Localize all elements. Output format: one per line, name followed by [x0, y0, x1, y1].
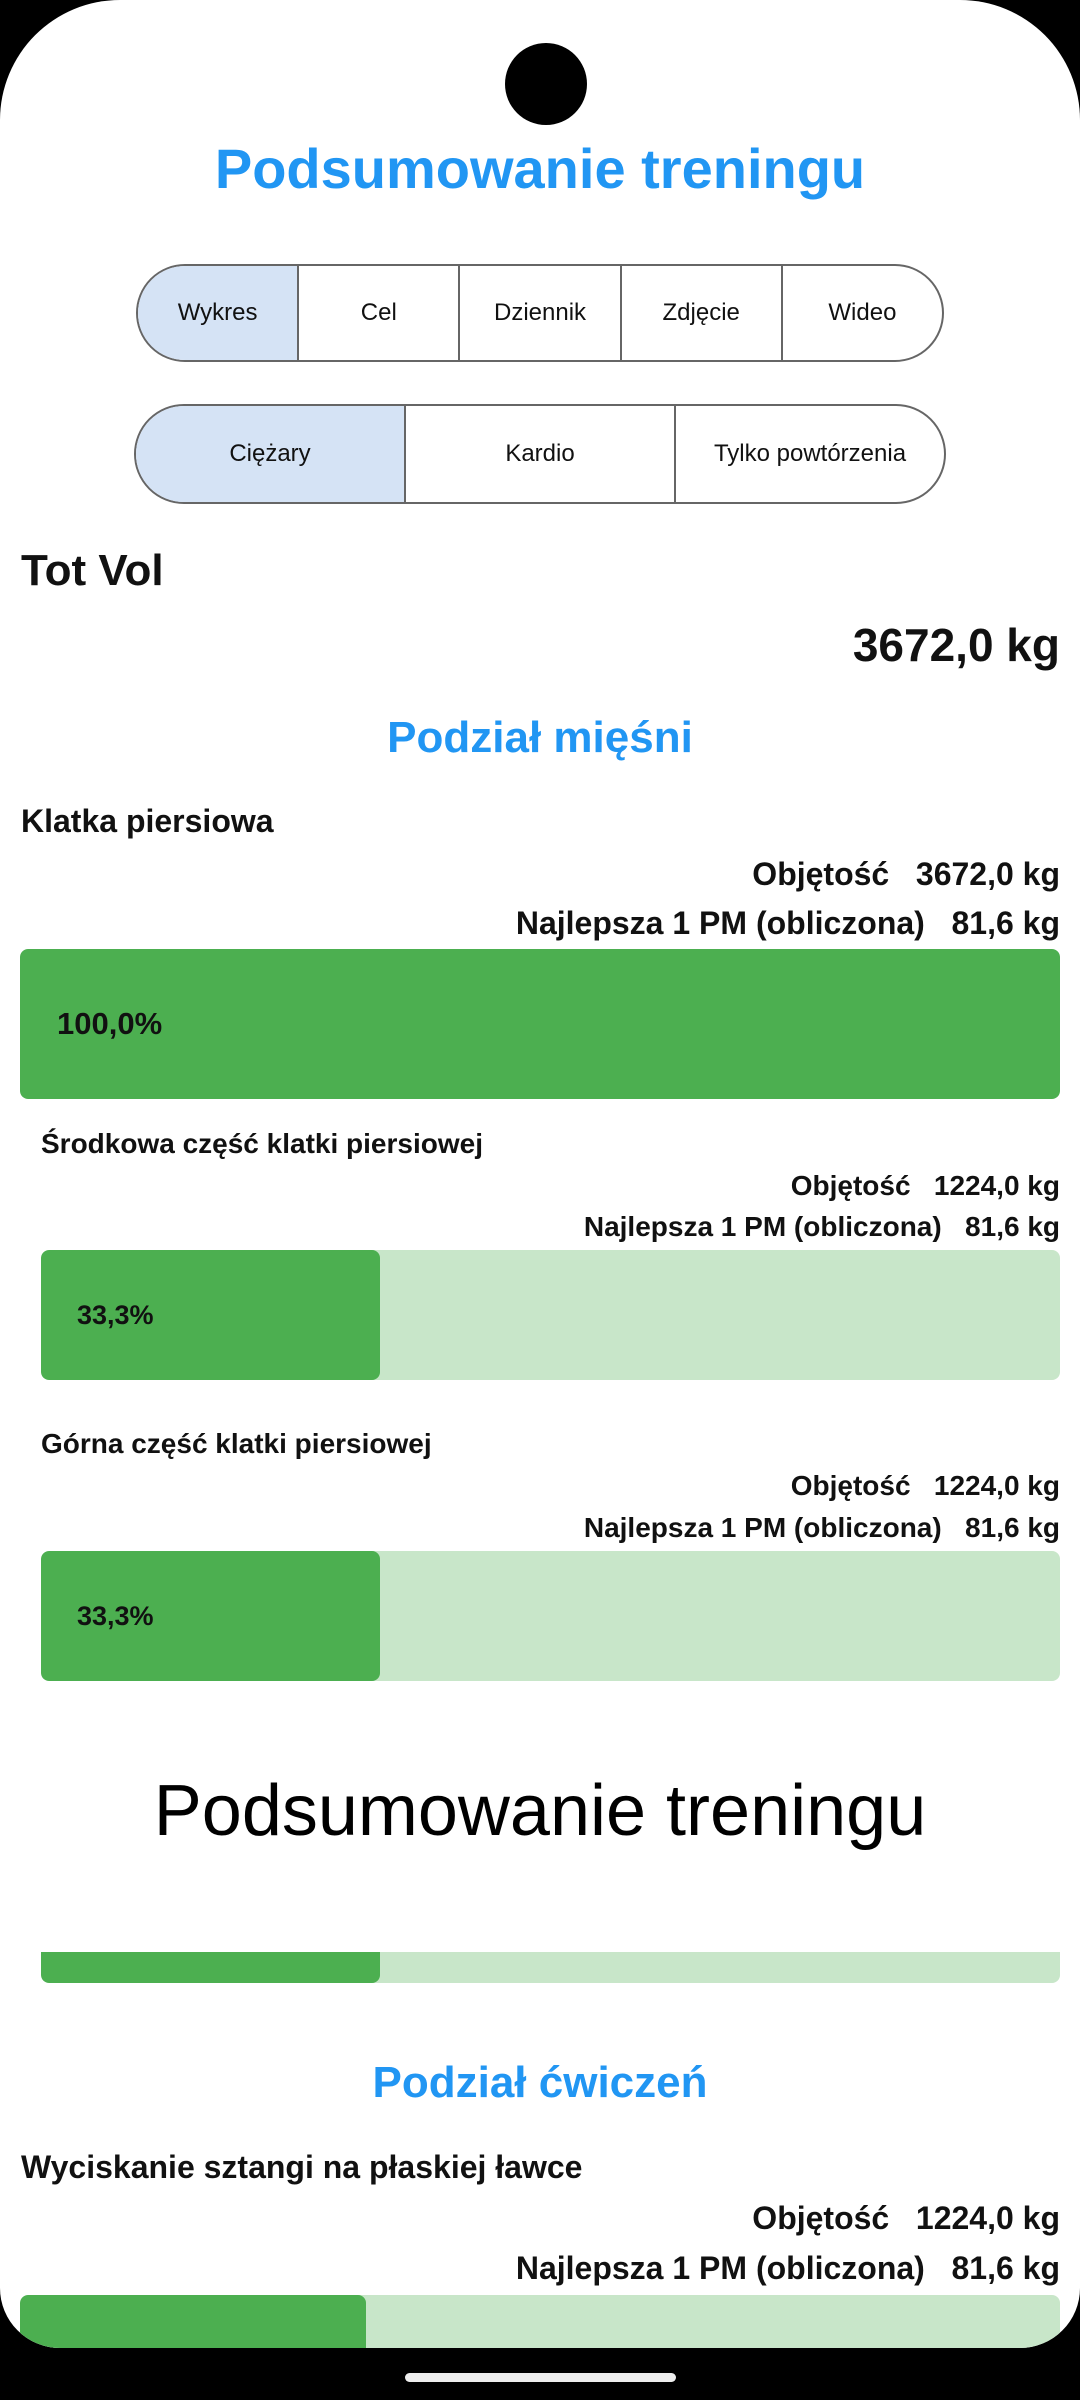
- partial-muscle-bar: [41, 1952, 1060, 1983]
- exercise-orm: Najlepsza 1 PM (obliczona) 81,6 kg: [516, 2250, 1060, 2287]
- volume-value: 1224,0 kg: [933, 1170, 1060, 1201]
- total-volume-value: 3672,0 kg: [852, 619, 1060, 671]
- home-gesture-handle[interactable]: [405, 2373, 676, 2382]
- tab-kardio[interactable]: Kardio: [404, 406, 674, 502]
- muscle-group-orm: Najlepsza 1 PM (obliczona) 81,6 kg: [516, 905, 1060, 942]
- bar-fill: [20, 2295, 367, 2348]
- muscle-volume: Objętość 1224,0 kg: [791, 1170, 1060, 1202]
- bar-fill: [20, 949, 1060, 1099]
- exercise-volume: Objętość 1224,0 kg: [752, 2200, 1060, 2237]
- orm-value: 81,6 kg: [965, 1512, 1060, 1543]
- muscle-orm: Najlepsza 1 PM (obliczona) 81,6 kg: [584, 1512, 1060, 1544]
- muscle-group-name: Klatka piersiowa: [21, 803, 274, 839]
- muscle-name: Górna część klatki piersiowej: [41, 1428, 432, 1459]
- navigation-bar: [0, 2348, 1080, 2400]
- volume-value: 1224,0 kg: [933, 1470, 1060, 1501]
- volume-label: Objętość: [752, 2200, 890, 2236]
- volume-value: 1224,0 kg: [915, 2200, 1060, 2236]
- orm-label: Najlepsza 1 PM (obliczona): [583, 1211, 942, 1242]
- percent-label: 33,3%: [77, 1600, 154, 1631]
- volume-label: Objętość: [752, 856, 890, 892]
- percent-label: 100,0%: [57, 1006, 163, 1041]
- type-tabs: Ciężary Kardio Tylko powtórzenia: [134, 404, 946, 504]
- orm-label: Najlepsza 1 PM (obliczona): [515, 2250, 925, 2286]
- view-tabs: Wykres Cel Dziennik Zdjęcie Wideo: [136, 264, 944, 362]
- exercise-name: Wyciskanie sztangi na płaskiej ławce: [21, 2149, 583, 2185]
- tab-cel[interactable]: Cel: [297, 266, 458, 360]
- muscle-group-volume: Objętość 3672,0 kg: [752, 856, 1060, 893]
- bar-fill: [41, 1551, 381, 1681]
- orm-label: Najlepsza 1 PM (obliczona): [515, 905, 925, 941]
- camera-cutout: [505, 43, 587, 125]
- tab-zdjecie[interactable]: Zdjęcie: [619, 266, 781, 360]
- orm-value: 81,6 kg: [951, 905, 1060, 941]
- exercise-bar: [20, 2295, 1060, 2348]
- volume-label: Objętość: [790, 1470, 911, 1501]
- tab-tylko-powtorzenia[interactable]: Tylko powtórzenia: [674, 406, 944, 502]
- orm-value: 81,6 kg: [965, 1211, 1060, 1242]
- percent-label: 33,3%: [77, 1299, 154, 1330]
- tab-dziennik[interactable]: Dziennik: [458, 266, 619, 360]
- screen: Podsumowanie treningu Wykres Cel Dzienni…: [0, 0, 1080, 2348]
- muscle-section-title: Podział mięśni: [387, 713, 693, 762]
- volume-label: Objętość: [790, 1170, 911, 1201]
- tab-wideo[interactable]: Wideo: [780, 266, 942, 360]
- page-title: Podsumowanie treningu: [214, 137, 866, 200]
- total-volume-label: Tot Vol: [21, 546, 164, 595]
- volume-value: 3672,0 kg: [915, 856, 1060, 892]
- tab-ciezary[interactable]: Ciężary: [136, 406, 404, 502]
- muscle-name: Środkowa część klatki piersiowej: [41, 1128, 483, 1159]
- muscle-bar: 33,3%: [41, 1250, 1060, 1380]
- bar-fill: [41, 1952, 381, 1983]
- muscle-volume: Objętość 1224,0 kg: [791, 1470, 1060, 1502]
- exercise-section-title: Podział ćwiczeń: [372, 2058, 708, 2107]
- tab-wykres[interactable]: Wykres: [138, 266, 298, 360]
- muscle-orm: Najlepsza 1 PM (obliczona) 81,6 kg: [584, 1211, 1060, 1243]
- muscle-bar: 33,3%: [41, 1551, 1060, 1681]
- orm-value: 81,6 kg: [951, 2250, 1060, 2286]
- muscle-group-bar: 100,0%: [20, 949, 1060, 1099]
- overlay-text: Podsumowanie treningu: [153, 1771, 927, 1851]
- orm-label: Najlepsza 1 PM (obliczona): [583, 1512, 942, 1543]
- bar-fill: [41, 1250, 381, 1380]
